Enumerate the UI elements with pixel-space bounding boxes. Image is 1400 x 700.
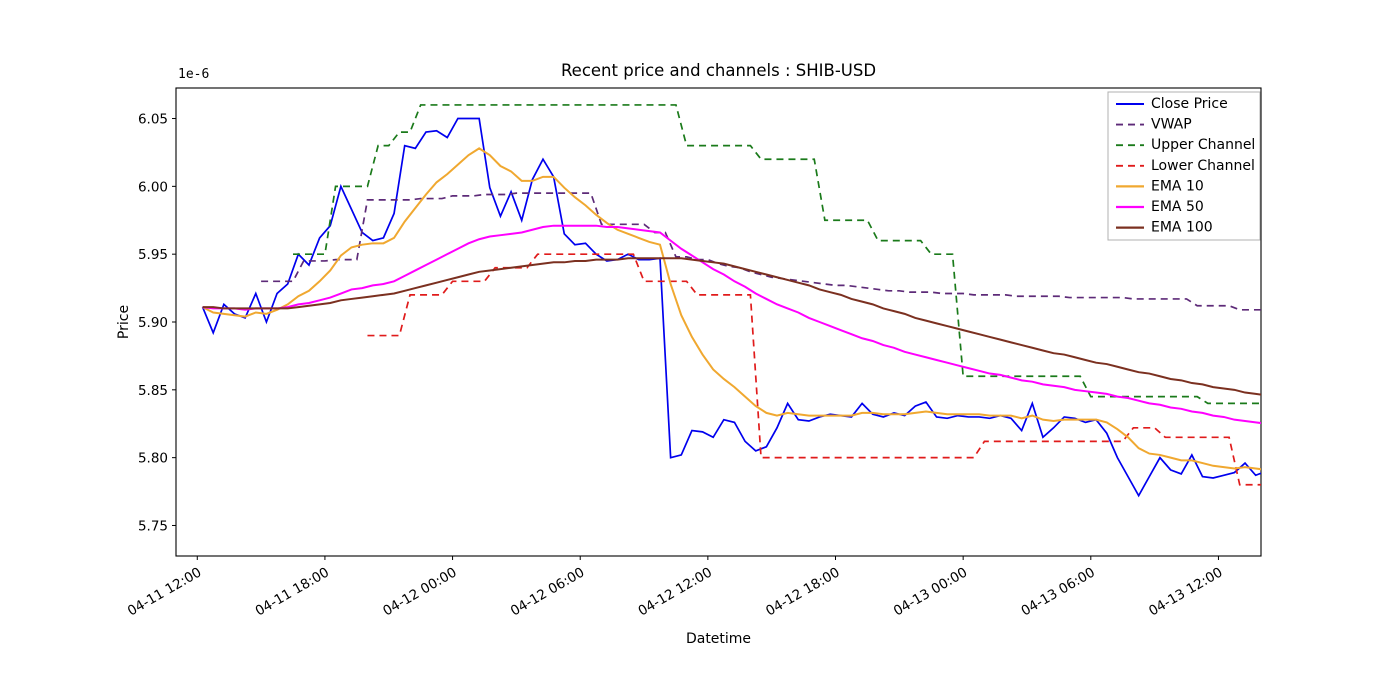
x-tick-label: 04-13 12:00 <box>1146 564 1225 619</box>
series-line-vwap <box>261 192 1261 312</box>
x-tick-label: 04-11 18:00 <box>253 564 332 619</box>
legend-label-ema-50: EMA 50 <box>1151 199 1204 215</box>
y-tick-label: 5.85 <box>138 383 168 399</box>
y-tick-label: 5.75 <box>138 518 168 534</box>
series-line-lower-channel <box>367 253 1261 486</box>
series-line-close-price <box>201 117 1261 498</box>
series-line-ema-50 <box>202 224 1261 425</box>
y-axis-label: Price <box>116 305 132 339</box>
x-tick-label: 04-12 12:00 <box>636 564 715 619</box>
x-tick-label: 04-11 12:00 <box>125 564 204 619</box>
y-tick-label: 5.95 <box>138 247 168 263</box>
y-tick-label: 5.90 <box>138 315 168 331</box>
legend-label-ema-10: EMA 10 <box>1151 178 1204 194</box>
plot-frame <box>175 87 1262 557</box>
x-axis-label: Datetime <box>686 631 751 647</box>
chart-title: Recent price and channels : SHIB-USD <box>561 61 876 80</box>
y-axis-offset-label: 1e-6 <box>178 67 209 82</box>
legend-label-close-price: Close Price <box>1151 96 1228 112</box>
x-tick-label: 04-12 18:00 <box>763 564 842 619</box>
legend-label-lower-channel: Lower Channel <box>1151 158 1255 174</box>
y-tick-label: 5.80 <box>138 451 168 467</box>
y-tick-label: 6.00 <box>138 179 168 195</box>
y-tick-label: 6.05 <box>138 112 168 128</box>
series-line-ema-10 <box>202 147 1261 471</box>
x-tick-label: 04-12 00:00 <box>380 564 459 619</box>
legend-label-vwap: VWAP <box>1151 117 1192 133</box>
legend-label-ema-100: EMA 100 <box>1151 220 1213 236</box>
legend-label-upper-channel: Upper Channel <box>1151 137 1255 153</box>
x-tick-label: 04-13 06:00 <box>1018 564 1097 619</box>
x-tick-label: 04-12 06:00 <box>508 564 587 619</box>
x-tick-label: 04-13 00:00 <box>891 564 970 619</box>
series-line-ema-100 <box>202 257 1261 396</box>
series-group <box>201 104 1261 498</box>
